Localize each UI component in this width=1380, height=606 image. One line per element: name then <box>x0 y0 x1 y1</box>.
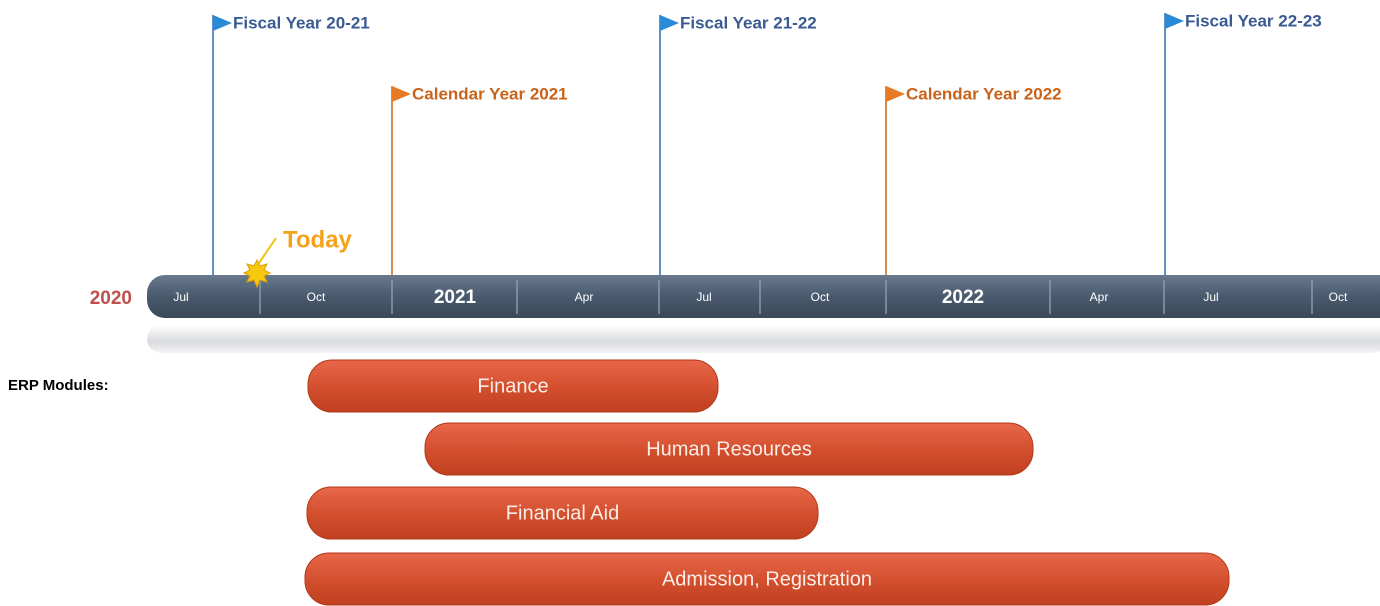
flag-label: Fiscal Year 22-23 <box>1185 11 1322 30</box>
flag-label: Calendar Year 2021 <box>412 84 568 103</box>
module-label: Finance <box>477 375 548 397</box>
axis-label: Oct <box>307 290 326 304</box>
axis-shadow <box>147 325 1380 353</box>
module-bar <box>424 422 1034 476</box>
flag-label: Fiscal Year 20-21 <box>233 13 370 32</box>
module-bar <box>306 486 819 540</box>
axis-label: 2021 <box>434 287 477 308</box>
axis-label: Oct <box>811 290 830 304</box>
module-label: Human Resources <box>646 438 812 460</box>
flag-label: Calendar Year 2022 <box>906 84 1062 103</box>
axis-band <box>147 275 1380 318</box>
axis-label: Jul <box>1203 290 1218 304</box>
today-label: Today <box>283 226 353 253</box>
flag <box>392 86 411 102</box>
modules-heading: ERP Modules: <box>8 377 109 394</box>
axis-label: Apr <box>575 290 594 304</box>
axis-label: Jul <box>173 290 188 304</box>
flag-label: Fiscal Year 21-22 <box>680 13 817 32</box>
flag <box>213 15 232 31</box>
module-bar <box>304 552 1230 606</box>
axis-label: Apr <box>1090 290 1109 304</box>
module-label: Admission, Registration <box>662 568 872 590</box>
flag <box>1165 13 1184 29</box>
module-bar <box>307 359 719 413</box>
flag <box>886 86 905 102</box>
axis-label: Oct <box>1329 290 1348 304</box>
axis-label: 2022 <box>942 287 984 308</box>
module-label: Financial Aid <box>506 502 619 524</box>
flag <box>660 15 679 31</box>
today-marker: Today <box>242 226 353 289</box>
today-pointer <box>256 237 277 267</box>
start-year: 2020 <box>90 288 132 309</box>
today-star <box>242 258 272 289</box>
axis-label: Jul <box>696 290 711 304</box>
